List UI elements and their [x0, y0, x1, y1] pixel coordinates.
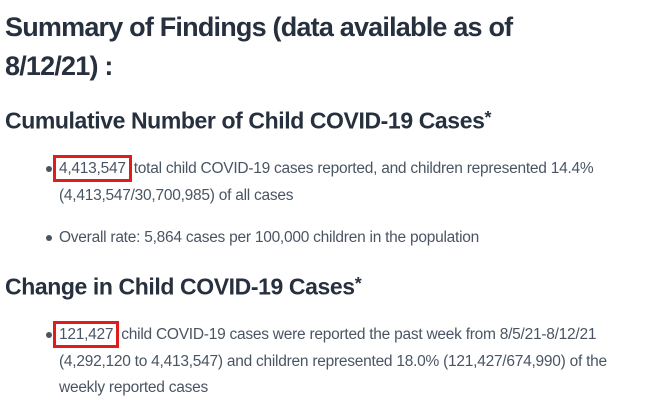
bullet-line: (4,413,547/30,700,985) of all cases — [59, 186, 294, 204]
highlight-box-total-cases: 4,413,547 — [53, 155, 132, 183]
section-heading-change-in-cases: Change in Child COVID-19 Cases* — [5, 268, 662, 301]
footnote-asterisk: * — [484, 107, 492, 127]
footnote-asterisk: * — [354, 272, 362, 293]
bullet-weekly-cases: 121,427 child COVID-19 cases were reporte… — [5, 321, 662, 402]
bullet-line: weekly reported cases — [59, 379, 208, 397]
page-title: Summary of Findings (data available as o… — [5, 8, 662, 86]
page-title-line-2: 8/12/21) : — [5, 51, 113, 81]
bullet-list-cumulative: 4,413,547 total child COVID-19 cases repo… — [5, 155, 662, 252]
bullet-line: 121,427 child COVID-19 cases were reporte… — [53, 321, 662, 349]
bullet-total-cases: 4,413,547 total child COVID-19 cases repo… — [5, 155, 662, 209]
bullet-line: (4,292,120 to 4,413,547) and children re… — [59, 352, 607, 370]
bullet-dot-icon — [46, 166, 52, 173]
section-heading-text: Change in Child COVID-19 Cases — [5, 273, 355, 300]
page-title-line-1: Summary of Findings (data available as o… — [5, 12, 513, 42]
highlighted-value: 4,413,547 — [59, 160, 126, 178]
bullet-list-change: 121,427 child COVID-19 cases were reporte… — [5, 321, 662, 402]
bullet-dot-icon — [46, 332, 52, 339]
section-heading-text: Cumulative Number of Child COVID-19 Case… — [5, 107, 485, 134]
bullet-overall-rate: Overall rate: 5,864 cases per 100,000 ch… — [5, 225, 662, 252]
bullet-line: Overall rate: 5,864 cases per 100,000 ch… — [59, 229, 480, 247]
highlight-box-weekly-cases: 121,427 — [53, 321, 120, 349]
bullet-text: total child COVID-19 cases reported, and… — [133, 160, 594, 178]
bullet-text: child COVID-19 cases were reported the p… — [121, 326, 597, 344]
bullet-dot-icon — [46, 235, 52, 242]
highlighted-value: 121,427 — [59, 326, 114, 344]
bullet-line: 4,413,547 total child COVID-19 cases repo… — [53, 155, 662, 183]
section-heading-cumulative-cases: Cumulative Number of Child COVID-19 Case… — [5, 102, 662, 135]
